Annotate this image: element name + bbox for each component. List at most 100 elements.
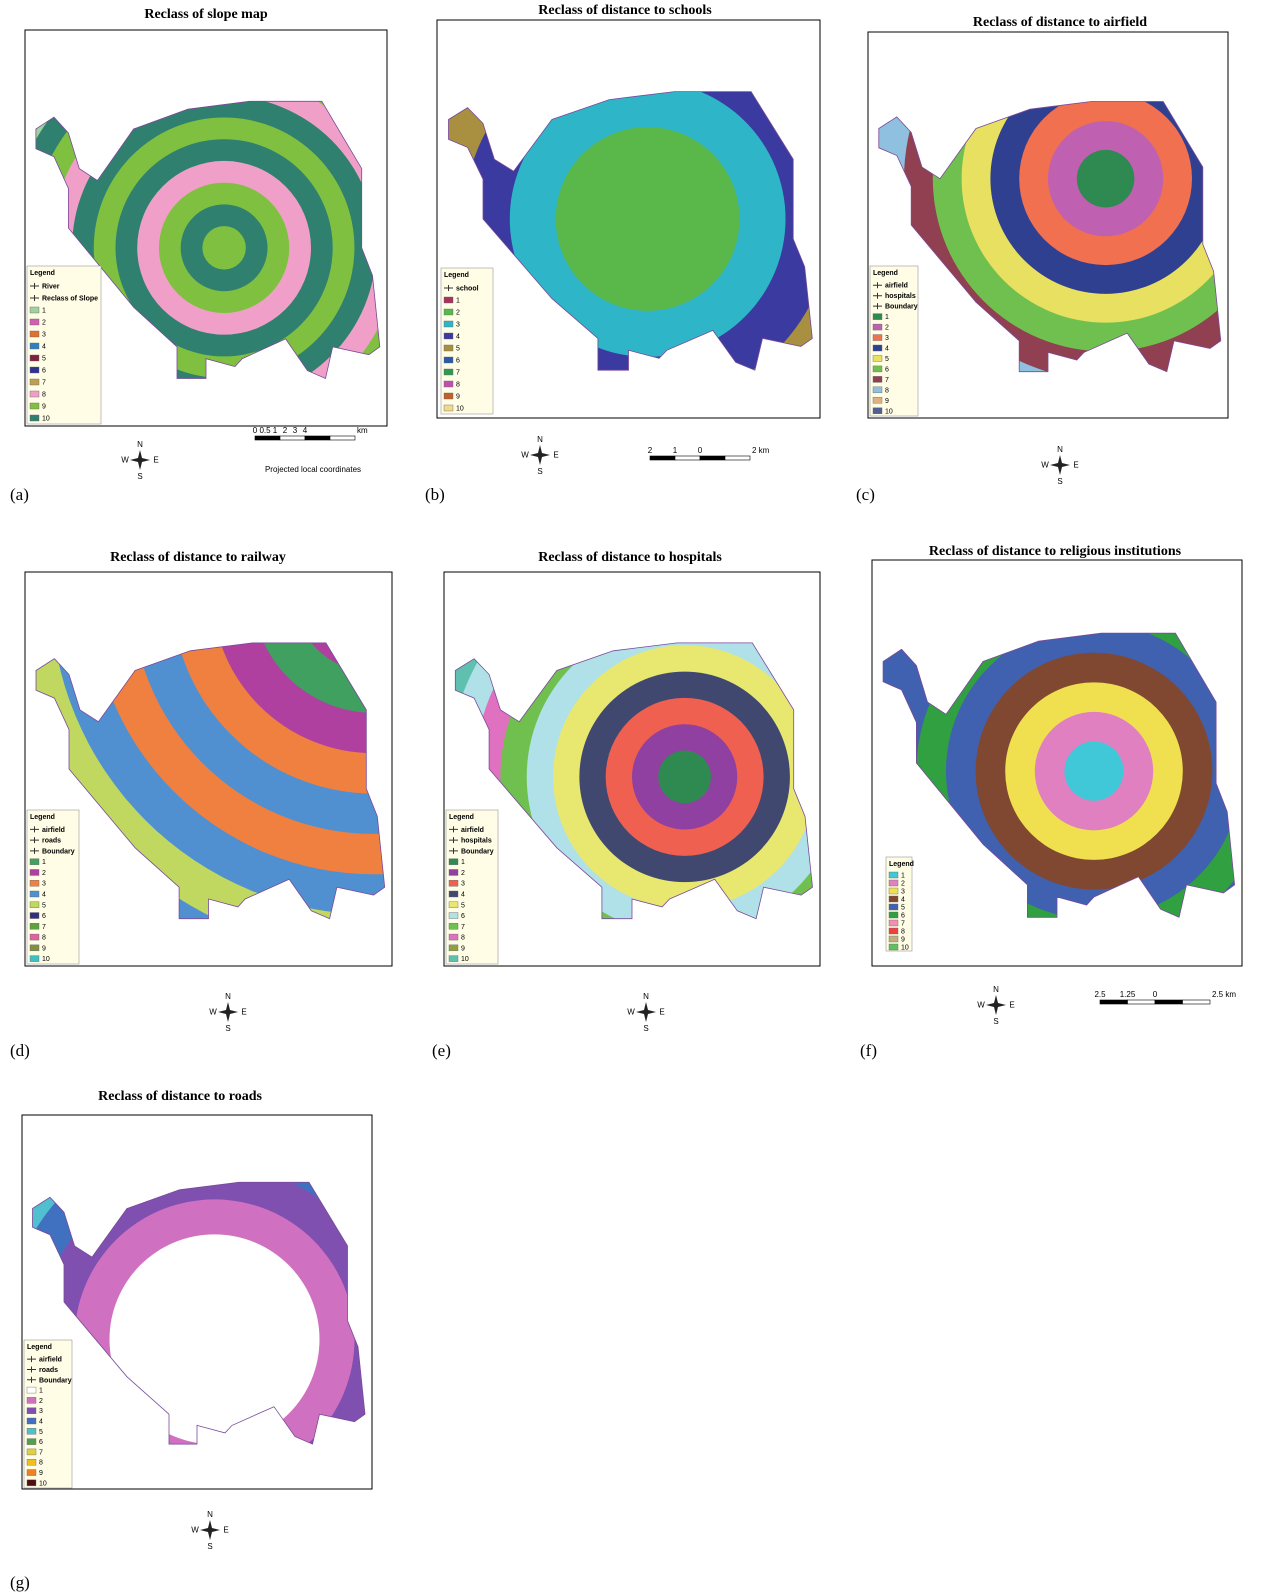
legend-label: 9	[461, 945, 465, 952]
legend-swatch	[30, 355, 39, 361]
legend-label: 10	[42, 956, 50, 963]
legend-label: 3	[461, 881, 465, 888]
legend-swatch	[873, 345, 882, 351]
compass-label: S	[993, 1017, 998, 1026]
legend-swatch	[30, 934, 39, 940]
legend-label: 10	[39, 1480, 47, 1487]
legend-label: 5	[461, 902, 465, 909]
scale-label: 0	[1153, 990, 1158, 999]
legend-label: 4	[456, 334, 460, 341]
legend-swatch	[873, 335, 882, 341]
compass-rose	[1050, 455, 1070, 475]
legend-label: 9	[885, 398, 889, 405]
scale-segment	[1183, 1000, 1211, 1004]
compass-label: S	[1057, 477, 1062, 486]
legend-label: 6	[885, 366, 889, 373]
map-zone	[658, 751, 711, 804]
scale-segment	[280, 436, 305, 440]
legend-swatch	[30, 331, 39, 337]
scale-label: 2	[283, 426, 288, 435]
legend-swatch	[30, 923, 39, 929]
legend-label: 8	[461, 935, 465, 942]
panel-label: (b)	[425, 485, 445, 504]
legend-swatch	[30, 307, 39, 313]
legend-label: 1	[42, 308, 46, 315]
scale-label: 4	[303, 426, 308, 435]
legend-swatch	[444, 297, 453, 303]
legend-swatch	[30, 913, 39, 919]
legend-swatch	[444, 357, 453, 363]
scale-segment	[675, 456, 700, 460]
compass-label: N	[1057, 445, 1063, 454]
legend-label: 5	[456, 346, 460, 353]
map-zone	[1064, 742, 1123, 801]
legend-swatch	[449, 934, 458, 940]
legend-label: 7	[456, 370, 460, 377]
legend-swatch	[449, 869, 458, 875]
legend-label: River	[42, 284, 60, 291]
legend-label: 7	[42, 380, 46, 387]
legend-swatch	[30, 869, 39, 875]
scale-label: 1	[673, 446, 678, 455]
legend-swatch	[30, 403, 39, 409]
legend-label: 2	[42, 870, 46, 877]
scale-segment	[255, 436, 280, 440]
legend-swatch	[889, 904, 898, 910]
legend-swatch	[449, 913, 458, 919]
compass-label: W	[191, 1526, 199, 1535]
legend-swatch	[449, 891, 458, 897]
legend-label: 8	[39, 1460, 43, 1467]
legend-swatch	[30, 956, 39, 962]
panel-label: (g)	[10, 1573, 30, 1592]
map-zone	[202, 226, 245, 269]
map-panel: Reclass of distance to roadsLegendairfie…	[0, 1089, 460, 1592]
legend-label: 7	[461, 924, 465, 931]
legend-swatch	[444, 321, 453, 327]
legend-swatch	[873, 387, 882, 393]
legend-swatch	[449, 956, 458, 962]
legend-swatch	[27, 1418, 36, 1424]
compass-label: S	[225, 1024, 230, 1033]
legend-swatch	[449, 880, 458, 886]
legend-swatch	[873, 324, 882, 330]
legend-label: 9	[42, 404, 46, 411]
scale-segment	[1128, 1000, 1156, 1004]
legend-label: 1	[461, 859, 465, 866]
legend-title: Legend	[27, 1344, 52, 1351]
legend-swatch	[30, 891, 39, 897]
legend-label: 9	[901, 937, 905, 944]
legend-swatch	[889, 912, 898, 918]
legend-label: 4	[901, 897, 905, 904]
legend-label: 1	[42, 859, 46, 866]
legend-swatch	[30, 343, 39, 349]
compass-label: E	[153, 456, 158, 465]
panel-label: (d)	[10, 1041, 30, 1060]
compass-label: N	[225, 992, 231, 1001]
map-title: Reclass of slope map	[144, 7, 267, 22]
compass-rose	[130, 450, 150, 470]
compass-label: E	[241, 1008, 246, 1017]
legend-swatch	[449, 945, 458, 951]
legend-label: 6	[42, 913, 46, 920]
compass-label: N	[537, 435, 543, 444]
legend-swatch	[873, 397, 882, 403]
map-zone	[180, 1304, 250, 1374]
panel-label: (a)	[10, 485, 29, 504]
legend-swatch	[873, 366, 882, 372]
legend-swatch	[444, 369, 453, 375]
legend-swatch	[27, 1480, 36, 1486]
legend-label: 8	[42, 935, 46, 942]
legend-label: 2	[456, 310, 460, 317]
compass-label: W	[521, 451, 529, 460]
legend-label: Boundary	[42, 848, 75, 855]
compass-rose	[636, 1002, 656, 1022]
legend-label: 6	[39, 1439, 43, 1446]
legend-label: hospitals	[885, 293, 916, 300]
legend-label: 8	[456, 382, 460, 389]
legend-label: 10	[461, 956, 469, 963]
scale-segment	[1100, 1000, 1128, 1004]
map-panel: Reclass of distance to religious institu…	[860, 544, 1262, 1060]
legend-label: 2	[461, 870, 465, 877]
map-panel: Reclass of distance to hospitalsLegendai…	[421, 514, 947, 1060]
legend-swatch	[889, 944, 898, 950]
